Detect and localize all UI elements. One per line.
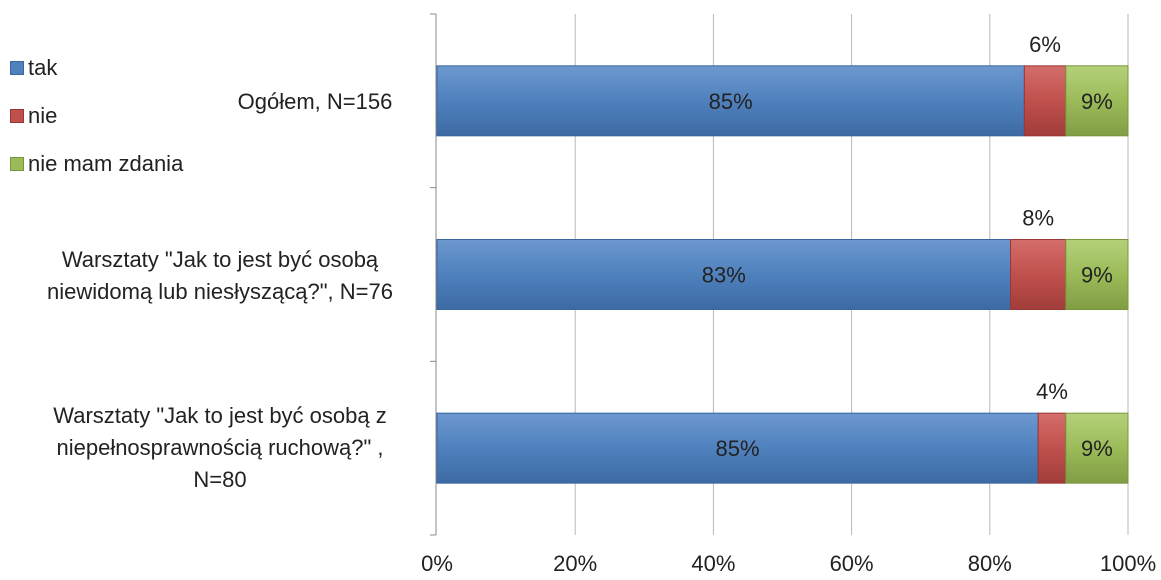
- x-tick-label: 20%: [553, 551, 597, 576]
- bar-tak-0: [436, 65, 1025, 137]
- bar-nie-mam-zdania-0: [1065, 65, 1129, 137]
- category-label-1-line-0: Warsztaty "Jak to jest być osobą: [61, 247, 379, 272]
- x-tick-label: 0%: [421, 551, 453, 576]
- data-label-nie-mam-zdania-0: 9%: [1081, 89, 1113, 114]
- data-label-tak-0: 85%: [709, 89, 753, 114]
- category-label-2: Warsztaty "Jak to jest być osobą z niepe…: [10, 400, 430, 496]
- category-label-1-line-1: niewidomą lub niesłyszącą?", N=76: [47, 278, 393, 304]
- legend-label-nie-mam-zdania: nie mam zdania: [28, 151, 184, 176]
- data-label-nie-2: 4%: [1036, 379, 1068, 404]
- category-label-2-line-0: Warsztaty "Jak to jest być osobą z: [53, 403, 387, 428]
- x-tick-label: 80%: [968, 551, 1012, 576]
- bar-nie-mam-zdania-1: [1065, 239, 1129, 310]
- data-label-tak-2: 85%: [716, 436, 760, 461]
- category-label-1: Warsztaty "Jak to jest być osobą niewido…: [10, 244, 430, 308]
- legend: tak nie nie mam zdania: [10, 44, 183, 188]
- bar-tak-1: [436, 239, 1012, 310]
- category-label-2-line-1: niepełnosprawnością ruchową?" ,: [56, 434, 384, 460]
- legend-label-tak: tak: [28, 55, 58, 80]
- legend-item-nie-mam-zdania: nie mam zdania: [10, 140, 183, 188]
- legend-item-nie: nie: [10, 92, 183, 140]
- category-label-2-line-2: N=80: [193, 466, 247, 492]
- data-label-tak-1: 83%: [702, 263, 746, 288]
- legend-swatch-nie: [10, 109, 24, 123]
- data-label-nie-1: 8%: [1022, 206, 1054, 231]
- bar-nie-mam-zdania-2: [1065, 412, 1129, 484]
- bar-nie-2: [1037, 412, 1067, 484]
- legend-item-tak: tak: [10, 44, 183, 92]
- category-label-0-line-0: Ogółem, N=156: [237, 89, 393, 114]
- legend-swatch-tak: [10, 61, 24, 75]
- data-label-nie-mam-zdania-2: 9%: [1081, 436, 1113, 461]
- bar-tak-2: [436, 412, 1039, 484]
- x-tick-label: 60%: [830, 551, 874, 576]
- x-tick-label: 100%: [1100, 551, 1156, 576]
- legend-label-nie: nie: [28, 103, 58, 128]
- category-label-0: Ogółem, N=156: [205, 86, 425, 118]
- data-label-nie-mam-zdania-1: 9%: [1081, 263, 1113, 288]
- x-tick-label: 40%: [691, 551, 735, 576]
- data-label-nie-0: 6%: [1029, 32, 1061, 57]
- legend-swatch-nie-mam-zdania: [10, 157, 24, 171]
- bar-nie-1: [1010, 239, 1067, 310]
- bar-nie-0: [1023, 65, 1067, 137]
